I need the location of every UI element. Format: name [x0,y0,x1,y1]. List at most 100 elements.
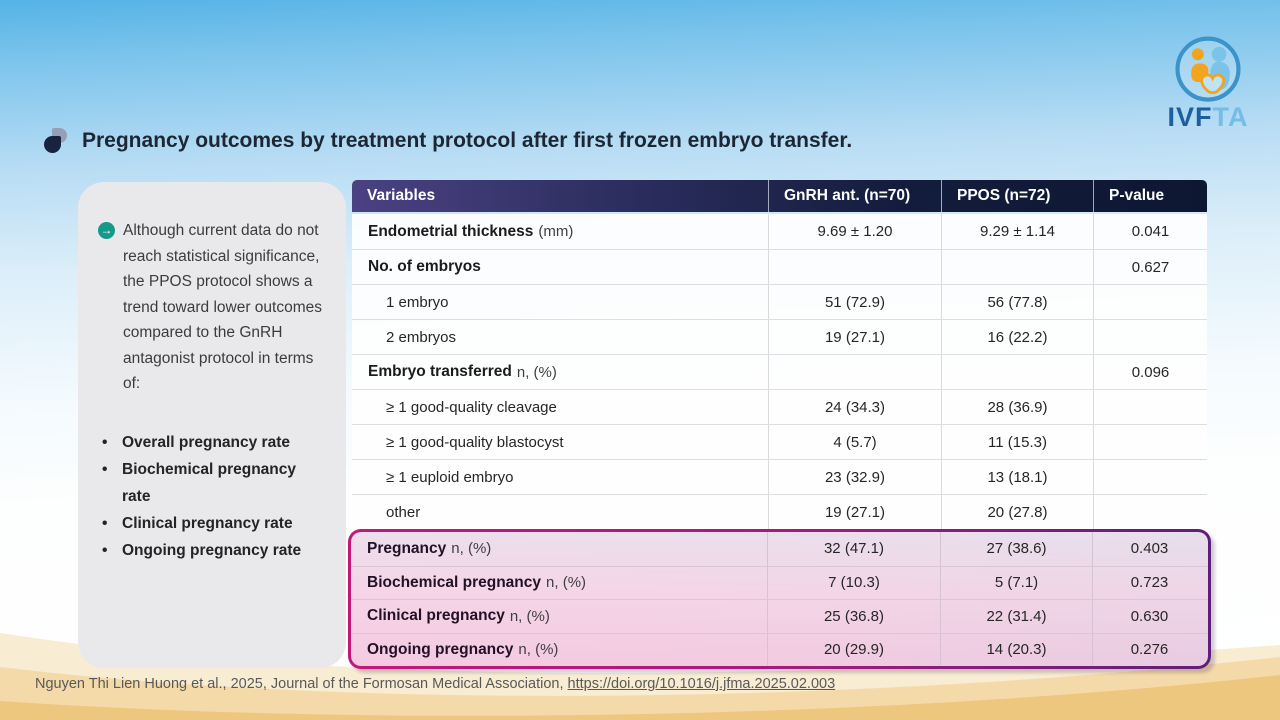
gnrh-value: 20 (29.9) [767,633,940,666]
ppos-value: 13 (18.1) [941,460,1093,494]
p-value: 0.723 [1092,566,1206,599]
highlight-outcomes-box: Pregnancy n, (%) 32 (47.1) 27 (38.6) 0.403 Bi… [348,529,1211,669]
gnrh-value: 7 (10.3) [767,566,940,599]
arrow-right-circle-icon: → [98,222,115,239]
row-label: Clinical pregnancy [367,607,505,625]
p-value: 0.627 [1093,250,1207,284]
gnrh-value: 19 (27.1) [768,495,941,529]
row-label: Ongoing pregnancy [367,640,514,658]
table-row: 1 embryo 51 (72.9) 56 (77.8) [352,284,1207,319]
citation-text: Nguyen Thi Lien Huong et al., 2025, Jour… [35,676,568,692]
p-value: 0.630 [1092,600,1206,633]
ppos-value: 9.29 ± 1.14 [941,214,1093,249]
row-label-cell: Ongoing pregnancy n, (%) [351,634,767,667]
p-value [1093,320,1207,354]
row-label-suffix: (mm) [538,223,574,240]
gnrh-value: 23 (32.9) [768,460,941,494]
row-label: Embryo transferred [368,363,512,380]
p-value [1093,425,1207,459]
row-label: ≥ 1 good-quality cleavage [386,398,557,416]
gnrh-value: 4 (5.7) [768,425,941,459]
ppos-value: 20 (27.8) [941,495,1093,529]
gnrh-value [768,355,941,389]
table-row: other 19 (27.1) 20 (27.8) [352,494,1207,529]
table-row: ≥ 1 good-quality blastocyst 4 (5.7) 11 (15… [352,424,1207,459]
gnrh-value: 9.69 ± 1.20 [768,214,941,249]
sidebar-list-item: • Biochemical pregnancy rate [98,456,326,510]
ppos-value: 5 (7.1) [940,566,1092,599]
header-ppos: PPOS (n=72) [941,180,1093,212]
table-row: 2 embryos 19 (27.1) 16 (22.2) [352,319,1207,354]
header-p-value: P-value [1093,180,1207,212]
ppos-value: 56 (77.8) [941,285,1093,319]
row-label-suffix: n, (%) [546,574,587,592]
sidebar-note-panel: → Although current data do not reach sta… [78,182,346,668]
row-label-cell: No. of embryos [352,250,768,284]
sidebar-list-item: • Overall pregnancy rate [98,429,326,456]
ivfta-logo: IVFTA [1164,34,1252,131]
doi-link[interactable]: https://doi.org/10.1016/j.jfma.2025.02.0… [567,676,836,692]
row-label-cell: Clinical pregnancy n, (%) [351,600,767,633]
sidebar-note-text: Although current data do not reach stati… [123,222,323,392]
bottom-wave-decoration [0,633,1280,720]
row-label: ≥ 1 good-quality blastocyst [386,433,564,451]
sidebar-bullet-list: • Overall pregnancy rate • Biochemical preg… [98,429,326,564]
row-label: other [386,503,421,521]
row-label-cell: Embryo transferred n, (%) [352,355,768,389]
ppos-value: 28 (36.9) [941,390,1093,424]
bullet-dot-icon: • [102,541,108,559]
table-row: Endometrial thickness (mm) 9.69 ± 1.20 9.29… [352,214,1207,249]
ppos-value: 22 (31.4) [940,600,1092,633]
p-value [1093,495,1207,529]
highlighted-rows: Pregnancy n, (%) 32 (47.1) 27 (38.6) 0.403 Bi… [351,532,1208,666]
sidebar-list-item-label: Clinical pregnancy rate [122,514,293,532]
ppos-value [941,355,1093,389]
row-label-cell: ≥ 1 good-quality blastocyst [352,425,768,459]
row-label: Pregnancy [367,539,447,557]
p-value: 0.096 [1093,355,1207,389]
bullet-dot-icon: • [102,514,108,532]
sidebar-list-item: • Ongoing pregnancy rate [98,537,326,564]
ppos-value [941,250,1093,284]
gnrh-value: 19 (27.1) [768,320,941,354]
table-row: Ongoing pregnancy n, (%) 20 (29.9) 14 (20.3… [351,632,1208,667]
table-row: ≥ 1 good-quality cleavage 24 (34.3) 28 (36… [352,389,1207,424]
p-value: 0.276 [1092,633,1206,666]
gnrh-value: 32 (47.1) [767,532,940,566]
row-label: Biochemical pregnancy [367,573,542,591]
table-row: ≥ 1 euploid embryo 23 (32.9) 13 (18.1) [352,459,1207,494]
row-label-cell: other [352,495,768,529]
table-row: Clinical pregnancy n, (%) 25 (36.8) 22 (31.… [351,599,1208,633]
row-label-cell: Pregnancy n, (%) [351,532,767,566]
header-gnrh: GnRH ant. (n=70) [768,180,941,212]
row-label: No. of embryos [368,258,481,275]
table-header-row: Variables GnRH ant. (n=70) PPOS (n=72) P… [352,180,1207,212]
row-label: 1 embryo [386,293,449,311]
header-variables: Variables [367,187,436,204]
row-label-suffix: n, (%) [509,607,550,625]
ivfta-logo-icon [1175,36,1241,102]
gnrh-value [768,250,941,284]
bullet-dot-icon: • [102,433,108,451]
row-label-cell: Endometrial thickness (mm) [352,214,768,249]
row-label: Endometrial thickness [368,222,534,240]
row-label-suffix: n, (%) [518,641,559,659]
sidebar-list-item-label: Biochemical pregnancy rate [122,460,297,505]
sidebar-list-item: • Clinical pregnancy rate [98,510,326,537]
gnrh-value: 25 (36.8) [767,600,940,633]
table-body: Endometrial thickness (mm) 9.69 ± 1.20 9.29… [352,214,1207,529]
row-label-cell: ≥ 1 good-quality cleavage [352,390,768,424]
table-row: Embryo transferred n, (%) 0.096 [352,354,1207,389]
gnrh-value: 24 (34.3) [768,390,941,424]
bullet-dot-icon: • [102,460,108,478]
sidebar-list-item-label: Overall pregnancy rate [122,433,290,451]
row-label-cell: ≥ 1 euploid embryo [352,460,768,494]
table-row: No. of embryos 0.627 [352,249,1207,284]
ppos-value: 16 (22.2) [941,320,1093,354]
row-label-cell: Biochemical pregnancy n, (%) [351,567,767,600]
ppos-value: 27 (38.6) [940,532,1092,566]
row-label-cell: 2 embryos [352,320,768,354]
table-row: Biochemical pregnancy n, (%) 7 (10.3) 5 (7.… [351,565,1208,600]
row-label-cell: 1 embryo [352,285,768,319]
page-title: Pregnancy outcomes by treatment protocol… [82,129,853,152]
